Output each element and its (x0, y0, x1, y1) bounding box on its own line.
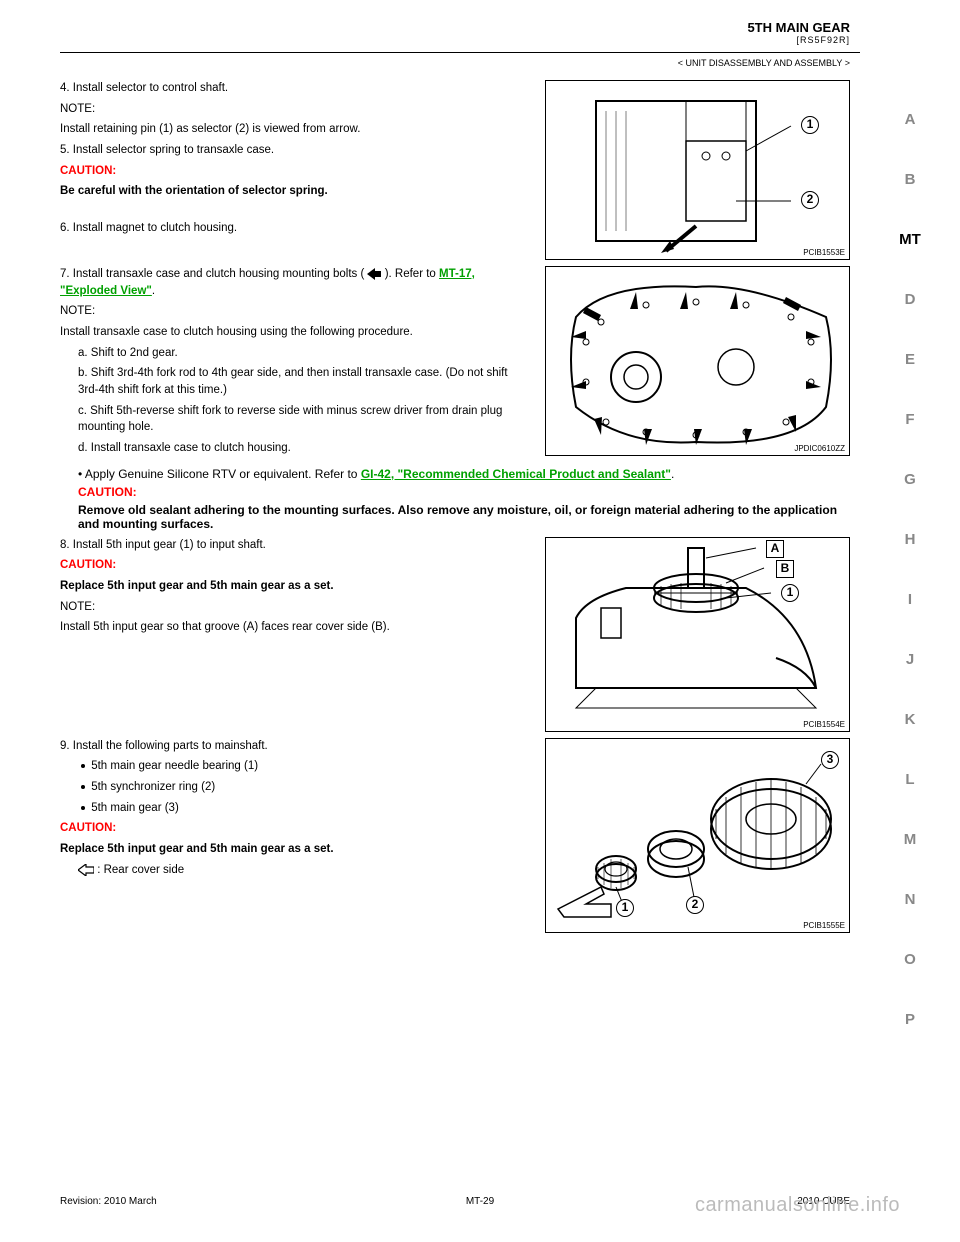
nav-e[interactable]: E (890, 330, 930, 390)
step-8: 8. Install 5th input gear (1) to input s… (60, 537, 530, 554)
section-label: < UNIT DISASSEMBLY AND ASSEMBLY > (678, 58, 850, 68)
nav-a[interactable]: A (890, 90, 930, 150)
callout-2: 2 (801, 191, 819, 209)
step-7-text-b: ). Refer to (385, 268, 439, 280)
bullet-icon (78, 761, 88, 771)
caution-10-text: Replace 5th input gear and 5th main gear… (60, 841, 530, 858)
sealant-text-a: • Apply Genuine Silicone RTV or equivale… (78, 467, 361, 481)
nav-b[interactable]: B (890, 150, 930, 210)
nav-g[interactable]: G (890, 450, 930, 510)
step-5: 5. Install selector spring to transaxle … (60, 142, 530, 159)
nav-d[interactable]: D (890, 270, 930, 330)
rear-cover-text: : Rear cover side (97, 864, 184, 876)
nav-mt[interactable]: MT (890, 210, 930, 270)
step-6: 6. Install magnet to clutch housing. (60, 220, 530, 237)
step-7-period: . (152, 285, 155, 297)
caution-label-3: CAUTION: (60, 559, 116, 571)
nav-p[interactable]: P (890, 990, 930, 1050)
nav-l[interactable]: L (890, 750, 930, 810)
page-number: MT-29 (466, 1196, 494, 1207)
step-7b: b. Shift 3rd-4th fork rod to 4th gear si… (78, 365, 530, 398)
callout-1c: 1 (616, 899, 634, 917)
step-8-note: Install 5th input gear so that groove (A… (60, 619, 530, 636)
side-nav: A B MT D E F G H I J K L M N O P (890, 90, 930, 1050)
callout-3: 3 (821, 751, 839, 769)
caution-8-text: Remove old sealant adhering to the mount… (78, 503, 850, 531)
step-9-item2: 5th synchronizer ring (2) (78, 779, 530, 796)
caution-label: CAUTION: (60, 165, 116, 177)
item-1-text: 5th main gear needle bearing (1) (91, 760, 258, 772)
figure-3-label: PCIB1554E (803, 720, 845, 729)
step-7-note: Install transaxle case to clutch housing… (60, 324, 530, 341)
arrow-outline-icon (78, 864, 94, 876)
nav-o[interactable]: O (890, 930, 930, 990)
figure-1-label: PCIB1553E (803, 248, 845, 257)
caution-5-text: Be careful with the orientation of selec… (60, 183, 530, 200)
link-sealant[interactable]: GI-42, "Recommended Chemical Product and… (361, 467, 671, 481)
caution-label-4: CAUTION: (60, 822, 116, 834)
content-area: 4. Install selector to control shaft. NO… (60, 80, 850, 939)
step-4: 4. Install selector to control shaft. (60, 80, 530, 97)
figure-3: A B 1 PCIB1554E (545, 537, 850, 732)
sealant-period: . (671, 467, 674, 481)
watermark: carmanualsonline.info (695, 1194, 900, 1217)
step-4-note: Install retaining pin (1) as selector (2… (60, 121, 530, 138)
item-3-text: 5th main gear (3) (91, 802, 179, 814)
sealant-note: • Apply Genuine Silicone RTV or equivale… (78, 467, 850, 481)
nav-j[interactable]: J (890, 630, 930, 690)
step-7c: c. Shift 5th-reverse shift fork to rever… (78, 403, 530, 436)
callout-1: 1 (801, 116, 819, 134)
bullet-icon (78, 803, 88, 813)
page-subtitle: [RS5F92R] (747, 35, 850, 45)
page-title: 5TH MAIN GEAR (747, 20, 850, 35)
figure-1: 1 2 PCIB1553E (545, 80, 850, 260)
step-9: 9. Install the following parts to mainsh… (60, 738, 530, 755)
callout-1b: 1 (781, 584, 799, 602)
nav-m[interactable]: M (890, 810, 930, 870)
item-2-text: 5th synchronizer ring (2) (91, 781, 215, 793)
figure-2-label: JPDIC0610ZZ (794, 444, 845, 453)
step-7a: a. Shift to 2nd gear. (78, 345, 530, 362)
nav-h[interactable]: H (890, 510, 930, 570)
step-9-item3: 5th main gear (3) (78, 800, 530, 817)
callout-b: B (776, 560, 794, 578)
rear-cover-note: : Rear cover side (78, 862, 530, 879)
figure-4: 1 2 3 PCIB1555E (545, 738, 850, 933)
note-label-2: NOTE: (60, 303, 530, 320)
note-label: NOTE: (60, 101, 530, 118)
figure-4-label: PCIB1555E (803, 921, 845, 930)
nav-n[interactable]: N (890, 870, 930, 930)
step-7: 7. Install transaxle case and clutch hou… (60, 266, 530, 299)
bullet-icon (78, 782, 88, 792)
callout-2b: 2 (686, 896, 704, 914)
caution-9-text: Replace 5th input gear and 5th main gear… (60, 578, 530, 595)
nav-i[interactable]: I (890, 570, 930, 630)
header-rule (60, 52, 860, 53)
step-9-item1: 5th main gear needle bearing (1) (78, 758, 530, 775)
step-7d: d. Install transaxle case to clutch hous… (78, 440, 530, 457)
callout-a: A (766, 540, 784, 558)
revision-text: Revision: 2010 March (60, 1196, 157, 1207)
caution-label-2: CAUTION: (78, 485, 137, 499)
nav-f[interactable]: F (890, 390, 930, 450)
nav-k[interactable]: K (890, 690, 930, 750)
arrow-icon (367, 268, 381, 280)
note-label-3: NOTE: (60, 599, 530, 616)
figure-2: JPDIC0610ZZ (545, 266, 850, 456)
step-7-text-a: 7. Install transaxle case and clutch hou… (60, 268, 367, 280)
